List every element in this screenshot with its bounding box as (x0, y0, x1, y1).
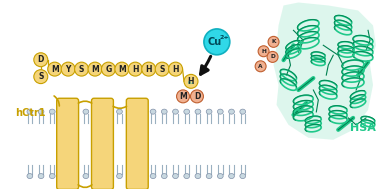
Ellipse shape (184, 174, 190, 179)
Circle shape (184, 74, 198, 88)
Text: Y: Y (65, 65, 71, 74)
Text: 2+: 2+ (219, 35, 229, 40)
Ellipse shape (60, 174, 66, 179)
Ellipse shape (116, 109, 122, 114)
Ellipse shape (105, 109, 111, 114)
Ellipse shape (50, 174, 55, 179)
Text: Cu: Cu (208, 37, 222, 47)
Ellipse shape (161, 174, 167, 179)
Ellipse shape (195, 109, 201, 114)
Circle shape (258, 46, 269, 57)
Ellipse shape (217, 174, 223, 179)
Ellipse shape (27, 109, 33, 114)
Ellipse shape (206, 109, 212, 114)
PathPatch shape (274, 2, 376, 140)
Text: K: K (271, 39, 276, 44)
Circle shape (169, 62, 183, 76)
Text: S: S (38, 72, 43, 81)
Ellipse shape (50, 109, 55, 114)
Ellipse shape (72, 109, 77, 114)
Text: D: D (37, 55, 44, 64)
Ellipse shape (72, 174, 77, 179)
Ellipse shape (161, 109, 167, 114)
Ellipse shape (27, 174, 33, 179)
Text: HSA: HSA (350, 123, 376, 133)
Ellipse shape (173, 174, 178, 179)
Ellipse shape (173, 109, 178, 114)
Text: Cu: Cu (188, 81, 194, 85)
Circle shape (88, 62, 102, 76)
Ellipse shape (38, 174, 44, 179)
Ellipse shape (240, 174, 246, 179)
Text: hCtr1: hCtr1 (15, 108, 45, 118)
Ellipse shape (139, 174, 145, 179)
Ellipse shape (195, 174, 201, 179)
Ellipse shape (94, 109, 100, 114)
Text: H: H (261, 49, 266, 54)
Ellipse shape (83, 174, 89, 179)
Ellipse shape (229, 109, 234, 114)
Circle shape (61, 62, 75, 76)
Text: H: H (172, 65, 179, 74)
Ellipse shape (105, 174, 111, 179)
Circle shape (177, 90, 189, 103)
Ellipse shape (38, 109, 44, 114)
Circle shape (268, 36, 279, 47)
Ellipse shape (240, 109, 246, 114)
Circle shape (34, 53, 48, 67)
Circle shape (255, 61, 266, 72)
Ellipse shape (116, 174, 122, 179)
Ellipse shape (60, 109, 66, 114)
Circle shape (115, 62, 129, 76)
Ellipse shape (184, 109, 190, 114)
Ellipse shape (206, 174, 212, 179)
Ellipse shape (128, 174, 133, 179)
Ellipse shape (229, 174, 234, 179)
Ellipse shape (128, 109, 133, 114)
Text: M: M (179, 92, 187, 101)
Circle shape (155, 62, 169, 76)
FancyBboxPatch shape (91, 98, 113, 189)
FancyBboxPatch shape (57, 98, 79, 189)
Text: M: M (91, 65, 99, 74)
Circle shape (74, 62, 88, 76)
Ellipse shape (150, 174, 156, 179)
Circle shape (191, 90, 203, 103)
Ellipse shape (94, 174, 100, 179)
Circle shape (48, 62, 62, 76)
Circle shape (128, 62, 142, 76)
Circle shape (34, 70, 48, 84)
Text: S: S (79, 65, 84, 74)
Text: D: D (194, 92, 200, 101)
Text: H: H (146, 65, 152, 74)
Circle shape (267, 51, 278, 62)
Ellipse shape (83, 109, 89, 114)
Text: H: H (132, 65, 138, 74)
Text: A: A (259, 64, 263, 69)
Text: M: M (51, 65, 59, 74)
Text: G: G (105, 65, 112, 74)
Text: M: M (118, 65, 126, 74)
Ellipse shape (217, 109, 223, 114)
Text: S: S (160, 65, 165, 74)
Ellipse shape (139, 109, 145, 114)
Text: D: D (270, 54, 275, 59)
FancyBboxPatch shape (126, 98, 148, 189)
Text: H: H (188, 77, 194, 86)
Circle shape (142, 62, 156, 76)
Circle shape (101, 62, 115, 76)
Circle shape (204, 29, 230, 55)
Ellipse shape (150, 109, 156, 114)
